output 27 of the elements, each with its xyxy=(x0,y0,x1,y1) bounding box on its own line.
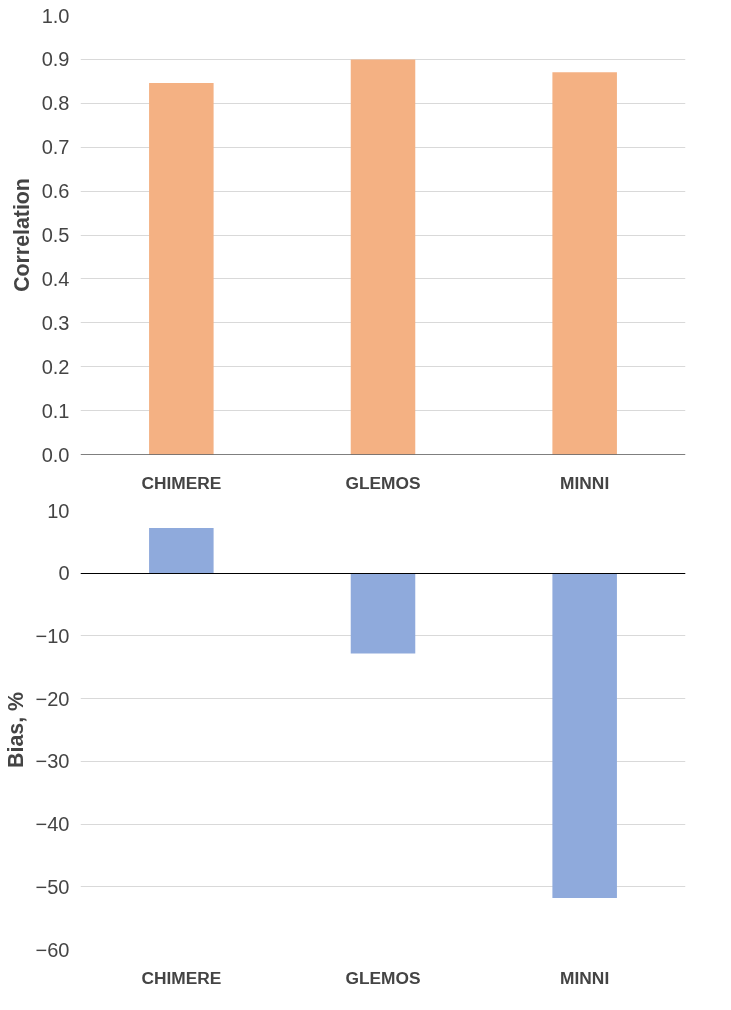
x-tick-label: GLEMOS xyxy=(345,472,421,493)
y-tick-label: 0 xyxy=(58,562,70,585)
y-tick-label: 0.3 xyxy=(41,311,70,334)
x-tick-label: CHIMERE xyxy=(141,967,222,988)
x-tick-label: CHIMERE xyxy=(141,472,222,493)
y-tick-label: 1.0 xyxy=(41,4,70,27)
y-tick-label: −40 xyxy=(35,813,70,836)
y-tick-label: 0.2 xyxy=(41,355,70,378)
y-tick-label: −50 xyxy=(35,875,70,898)
y-tick-label: 10 xyxy=(47,499,70,522)
y-axis-title: Bias, % xyxy=(3,692,28,768)
y-tick-label: −60 xyxy=(35,938,70,961)
y-tick-label: −10 xyxy=(35,624,70,647)
x-tick-label: MINNI xyxy=(560,472,610,493)
x-tick-label: GLEMOS xyxy=(345,967,421,988)
y-tick-label: 0.7 xyxy=(41,136,70,159)
y-tick-label: 0.5 xyxy=(41,224,70,246)
y-tick-label: 0.6 xyxy=(41,180,70,203)
y-tick-label: 0.9 xyxy=(41,48,70,71)
y-axis-title: Correlation xyxy=(9,178,34,292)
x-tick-label: MINNI xyxy=(560,967,610,988)
y-tick-label: −20 xyxy=(35,687,70,710)
y-tick-label: 0.0 xyxy=(41,443,70,466)
y-tick-label: 0.1 xyxy=(41,399,70,422)
y-tick-label: 0.8 xyxy=(41,92,70,115)
y-tick-label: −30 xyxy=(35,750,70,773)
y-tick-label: 0.4 xyxy=(41,267,70,290)
